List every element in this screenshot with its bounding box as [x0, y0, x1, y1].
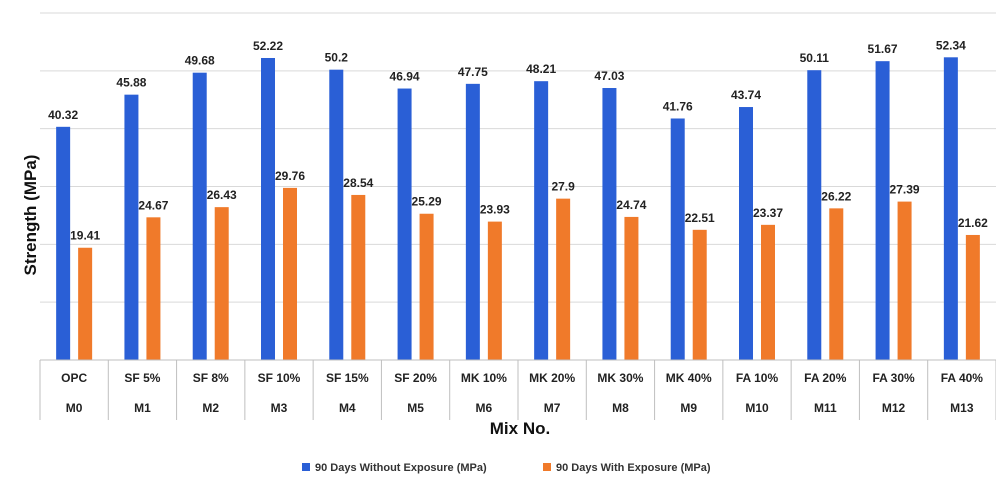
tick-label-material: FA 10%: [736, 371, 779, 385]
data-label-with-exposure: 26.22: [821, 189, 851, 203]
tick-label-material: MK 10%: [461, 371, 507, 385]
data-label-without-exposure: 52.22: [253, 39, 283, 53]
bar-with-exposure: [487, 221, 502, 360]
tick-label-mix-code: M3: [271, 401, 288, 415]
bar-without-exposure: [56, 126, 71, 360]
bar-without-exposure: [670, 118, 685, 360]
data-label-with-exposure: 27.39: [890, 183, 920, 197]
bar-without-exposure: [602, 88, 617, 361]
bar-with-exposure: [761, 224, 775, 360]
data-label-with-exposure: 21.62: [958, 216, 988, 230]
legend: 90 Days Without Exposure (MPa) 90 Days Wi…: [302, 462, 711, 474]
tick-label-material: MK 20%: [529, 371, 575, 385]
value-labels: 40.32 45.88 49.68 52.22 50.2 46.94 47.75 48.21 4…: [48, 38, 988, 242]
data-label-with-exposure: 22.51: [685, 211, 715, 225]
bar-without-exposure: [943, 57, 958, 361]
data-label-with-exposure: 28.54: [343, 176, 373, 190]
bar-with-exposure: [283, 187, 297, 360]
tick-label-material: FA 30%: [872, 371, 915, 385]
legend-swatch: [302, 463, 310, 471]
bar-with-exposure: [829, 208, 844, 360]
data-label-without-exposure: 45.88: [116, 76, 146, 90]
tick-label-mix-code: M6: [476, 401, 493, 415]
data-label-without-exposure: 47.75: [458, 65, 488, 79]
bars: [56, 57, 980, 361]
bar-with-exposure: [897, 201, 912, 360]
bar-with-exposure: [556, 198, 571, 360]
category-table: OPC M0 SF 5% M1 SF 8% M2 SF 10% M3 SF 15% M4 SF 20…: [39, 359, 996, 420]
tick-label-mix-code: M12: [882, 401, 906, 415]
tick-label-mix-code: M4: [339, 401, 356, 415]
bar-without-exposure: [739, 107, 753, 360]
data-label-without-exposure: 47.03: [594, 69, 624, 83]
bar-without-exposure: [192, 72, 207, 361]
data-label-with-exposure: 25.29: [412, 195, 442, 209]
data-label-with-exposure: 19.41: [70, 229, 100, 243]
gridlines: [40, 12, 996, 361]
legend-label: 90 Days With Exposure (MPa): [556, 462, 711, 474]
data-label-without-exposure: 50.11: [800, 51, 830, 65]
bar-with-exposure: [351, 194, 366, 360]
y-axis-title: Strength (MPa): [21, 155, 40, 276]
bar-with-exposure: [214, 207, 229, 360]
bar-without-exposure: [534, 81, 549, 361]
tick-label-material: OPC: [61, 371, 87, 385]
bar-without-exposure: [329, 69, 344, 360]
bar-without-exposure: [261, 57, 275, 361]
tick-label-mix-code: M2: [202, 401, 219, 415]
bar-without-exposure: [397, 88, 412, 360]
data-label-with-exposure: 23.93: [480, 203, 510, 217]
bar-with-exposure: [692, 229, 707, 360]
tick-label-mix-code: M10: [745, 401, 769, 415]
bar-with-exposure: [624, 216, 639, 360]
data-label-with-exposure: 23.37: [753, 206, 783, 220]
bar-with-exposure: [146, 217, 161, 360]
data-label-without-exposure: 43.74: [731, 88, 761, 102]
tick-label-material: MK 30%: [597, 371, 643, 385]
tick-label-material: SF 10%: [258, 371, 301, 385]
data-label-without-exposure: 48.21: [526, 62, 556, 76]
tick-label-mix-code: M11: [814, 401, 837, 415]
data-label-with-exposure: 24.74: [616, 198, 646, 212]
data-label-without-exposure: 50.2: [325, 51, 349, 65]
tick-label-material: SF 20%: [394, 371, 437, 385]
bar-with-exposure: [78, 247, 93, 360]
bar-without-exposure: [465, 83, 480, 361]
tick-label-material: MK 40%: [666, 371, 712, 385]
x-axis-title: Mix No.: [490, 419, 550, 438]
tick-label-material: FA 40%: [941, 371, 984, 385]
data-label-with-exposure: 27.9: [551, 180, 575, 194]
data-label-with-exposure: 26.43: [207, 188, 237, 202]
data-label-without-exposure: 40.32: [48, 108, 78, 122]
data-label-without-exposure: 41.76: [663, 99, 693, 113]
tick-label-mix-code: M0: [66, 401, 83, 415]
legend-label: 90 Days Without Exposure (MPa): [315, 462, 487, 474]
tick-label-mix-code: M5: [407, 401, 424, 415]
data-label-with-exposure: 29.76: [275, 169, 305, 183]
tick-label-mix-code: M13: [950, 401, 974, 415]
legend-swatch: [543, 463, 551, 471]
bar-with-exposure: [965, 234, 980, 360]
tick-label-mix-code: M7: [544, 401, 561, 415]
bar-with-exposure: [419, 213, 434, 360]
data-label-without-exposure: 46.94: [390, 70, 420, 84]
data-label-without-exposure: 52.34: [936, 38, 966, 52]
tick-label-material: SF 15%: [326, 371, 369, 385]
tick-label-material: SF 8%: [193, 371, 229, 385]
tick-label-mix-code: M9: [680, 401, 697, 415]
bar-without-exposure: [124, 94, 139, 360]
tick-label-material: FA 20%: [804, 371, 847, 385]
bar-without-exposure: [807, 70, 822, 360]
data-label-with-exposure: 24.67: [138, 198, 168, 212]
bar-without-exposure: [875, 61, 890, 360]
tick-label-mix-code: M1: [134, 401, 151, 415]
tick-label-material: SF 5%: [124, 371, 160, 385]
tick-label-mix-code: M8: [612, 401, 629, 415]
data-label-without-exposure: 51.67: [868, 42, 898, 56]
data-label-without-exposure: 49.68: [185, 54, 215, 68]
